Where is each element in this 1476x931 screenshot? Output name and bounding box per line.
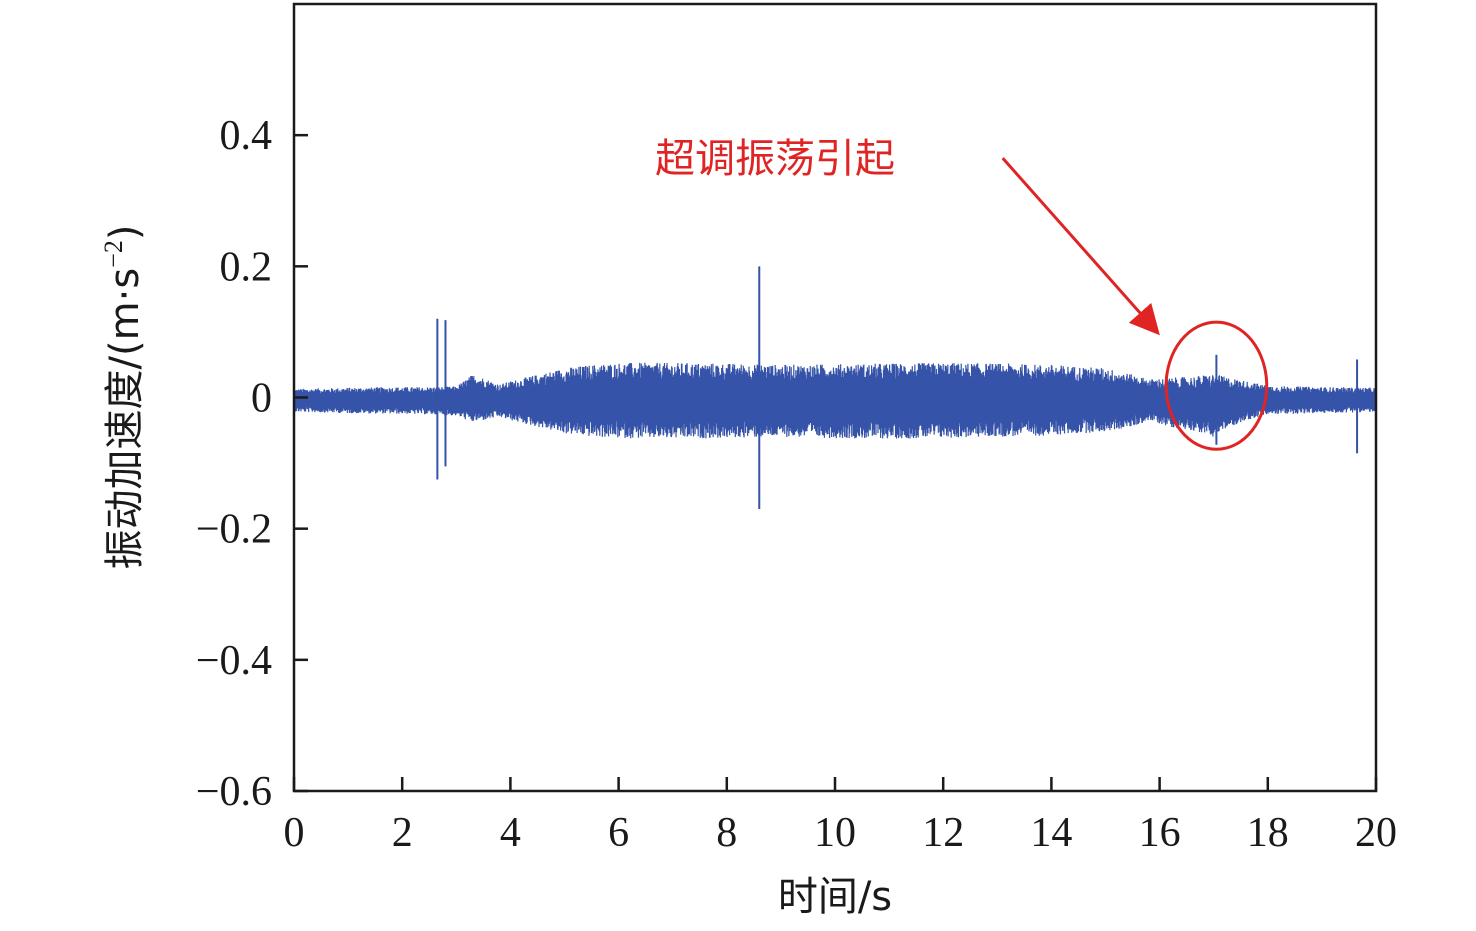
y-tick-label: −0.6 <box>196 769 272 815</box>
y-axis-label-close: ) <box>102 225 148 241</box>
annotation-layer: 超调振荡引起 <box>655 136 1269 451</box>
signal-spikes <box>436 266 1359 509</box>
x-tick-label: 14 <box>1030 810 1072 856</box>
x-tick-label: 12 <box>922 810 964 856</box>
y-axis: −0.6 −0.4 −0.2 0 0.2 0.4 <box>196 113 308 815</box>
signal-envelope <box>294 362 1376 439</box>
x-axis: 0 2 4 6 8 10 12 14 16 18 20 <box>284 777 1397 856</box>
x-tick-label: 10 <box>814 810 856 856</box>
annotation-ellipse <box>1164 320 1269 451</box>
x-tick-label: 8 <box>716 810 737 856</box>
y-tick-label: 0 <box>251 376 272 422</box>
y-axis-label-exponent: −2 <box>99 240 128 268</box>
y-tick-label: 0.4 <box>220 113 273 159</box>
x-tick-label: 20 <box>1355 810 1397 856</box>
x-axis-label: 时间/s <box>778 874 892 920</box>
y-tick-label: −0.4 <box>196 638 272 684</box>
x-tick-label: 2 <box>392 810 413 856</box>
svg-text:振动加速度/(m·s−2): 振动加速度/(m·s−2) <box>99 225 148 570</box>
annotation-text: 超调振荡引起 <box>655 136 895 182</box>
y-axis-label-base: 振动加速度/(m·s <box>102 268 148 570</box>
x-tick-label: 16 <box>1139 810 1181 856</box>
x-tick-label: 0 <box>284 810 305 856</box>
x-tick-label: 6 <box>608 810 629 856</box>
y-tick-label: −0.2 <box>196 507 272 553</box>
annotation-arrow <box>1001 157 1160 336</box>
y-axis-label: 振动加速度/(m·s−2) <box>99 225 148 570</box>
plot-area <box>294 266 1376 509</box>
x-tick-label: 4 <box>500 810 521 856</box>
x-tick-label: 18 <box>1247 810 1289 856</box>
y-tick-label: 0.2 <box>220 244 273 290</box>
